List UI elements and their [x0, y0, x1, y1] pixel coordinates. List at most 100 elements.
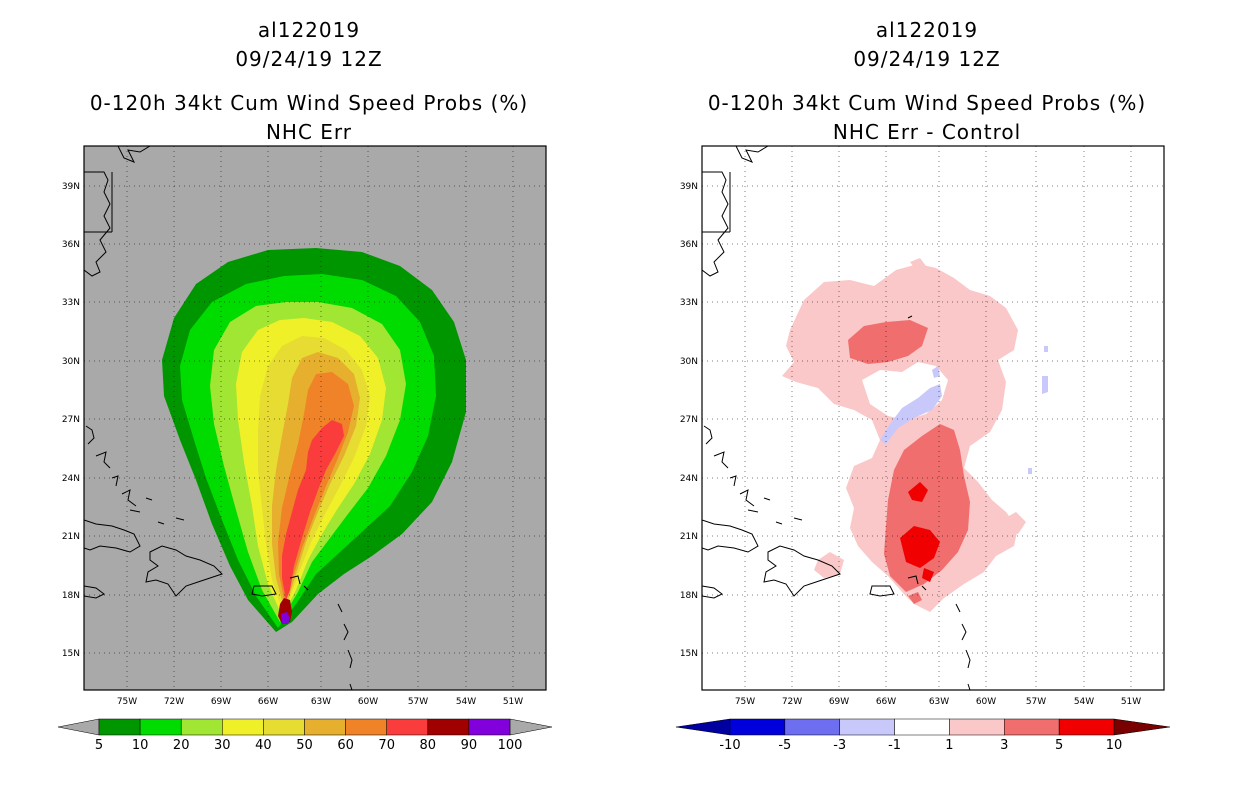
- right-map-svg: 39N 36N 33N 30N 27N 24N 21N 18N 15N 75W …: [675, 145, 1171, 753]
- coastline-icon: [84, 146, 353, 690]
- colorbar-label: 60: [337, 738, 354, 753]
- contour-90: [281, 612, 290, 624]
- colorbar-label: 100: [498, 738, 523, 753]
- lon-label: 60W: [976, 697, 996, 707]
- lat-label: 33N: [62, 298, 80, 308]
- colorbar-label: 10: [1106, 738, 1123, 753]
- colorbar-swatch: [427, 718, 470, 736]
- colorbar-swatch: [894, 718, 950, 736]
- lon-label: 63W: [929, 697, 949, 707]
- lon-label: 72W: [782, 697, 802, 707]
- colorbar-label: 50: [296, 738, 313, 753]
- lat-label: 18N: [680, 591, 698, 601]
- lat-label: 30N: [680, 357, 698, 367]
- lat-label: 15N: [62, 649, 80, 659]
- colorbar-label: -1: [888, 738, 901, 753]
- map-frame: [701, 145, 1165, 691]
- colorbar-swatch: [180, 718, 223, 736]
- colorbar-label: 30: [214, 738, 231, 753]
- colorbar-swatch: [839, 718, 895, 736]
- subtitle: NHC Err - Control: [832, 120, 1022, 144]
- datetime-title: 09/24/19 12Z: [235, 47, 383, 71]
- colorbar-swatch: [98, 718, 141, 736]
- colorbar-swatch: [1058, 718, 1115, 736]
- lat-label: 15N: [680, 649, 698, 659]
- lon-label: 54W: [1074, 697, 1094, 707]
- lon-label: 57W: [1026, 697, 1046, 707]
- right-map-panel: al122019 09/24/19 12Z 0-120h 34kt Cum Wi…: [618, 0, 1236, 800]
- colorbar-swatch: [263, 718, 305, 736]
- lon-axis-labels: 75W 72W 69W 66W 63W 60W 57W 54W 51W: [117, 697, 523, 707]
- contour-70: [282, 420, 344, 600]
- colorbar-label: 10: [132, 738, 149, 753]
- lat-label: 39N: [62, 182, 80, 192]
- product-title: 0-120h 34kt Cum Wind Speed Probs (%): [89, 91, 529, 115]
- diff-contour-neg1-neg3: [1028, 468, 1032, 474]
- lon-label: 66W: [876, 697, 896, 707]
- gridline-icon: [702, 146, 1164, 690]
- colorbar-label: 5: [95, 738, 103, 753]
- lat-label: 21N: [62, 532, 80, 542]
- colorbar-label: 20: [173, 738, 190, 753]
- colorbar-swatch: [304, 718, 346, 736]
- lon-label: 75W: [735, 697, 755, 707]
- lon-label: 54W: [456, 697, 476, 707]
- lon-label: 51W: [503, 697, 523, 707]
- lat-axis-labels: 39N 36N 33N 30N 27N 24N 21N 18N 15N: [62, 182, 80, 659]
- colorbar-label: -5: [778, 738, 791, 753]
- storm-id-title: al122019: [875, 18, 979, 42]
- left-map-panel: al122019 09/24/19 12Z 0-120h 34kt Cum Wi…: [57, 18, 553, 753]
- diff-contour-1-3: [1002, 512, 1026, 534]
- colorbar-label: -10: [719, 738, 740, 753]
- colorbar-swatch: [222, 718, 264, 736]
- lon-label: 75W: [117, 697, 137, 707]
- colorbar-swatch: [784, 718, 840, 736]
- lon-label: 69W: [211, 697, 231, 707]
- lat-label: 18N: [62, 591, 80, 601]
- colorbar-left: 5 10 20 30 40 50 60 70 80 90 100: [57, 718, 553, 753]
- diff-contour-5-10: [922, 568, 934, 582]
- colorbar-label: 70: [378, 738, 395, 753]
- lon-axis-labels: 75W 72W 69W 66W 63W 60W 57W 54W 51W: [735, 697, 1141, 707]
- lat-label: 24N: [62, 474, 80, 484]
- diff-contour-3-5: [848, 320, 928, 364]
- lat-label: 24N: [680, 474, 698, 484]
- difference-contours: [782, 258, 1048, 612]
- diff-contour-5-10: [900, 526, 940, 568]
- lat-label: 36N: [62, 240, 80, 250]
- lon-label: 57W: [408, 697, 428, 707]
- colorbar-swatch: [386, 718, 429, 736]
- diff-contour-3-5: [908, 592, 922, 604]
- lat-label: 39N: [680, 182, 698, 192]
- colorbar-swatch: [1004, 718, 1060, 736]
- diff-contour-neg1-neg3: [880, 384, 942, 444]
- diff-contour-neg1-neg3: [1042, 376, 1048, 394]
- colorbar-label: 80: [420, 738, 437, 753]
- colorbar-swatch: [139, 718, 182, 736]
- lat-label: 27N: [680, 415, 698, 425]
- diff-contour-1-3: [910, 258, 926, 270]
- lon-label: 63W: [311, 697, 331, 707]
- lat-label: 33N: [680, 298, 698, 308]
- product-title: 0-120h 34kt Cum Wind Speed Probs (%): [707, 91, 1147, 115]
- gridline-icon: [84, 146, 546, 690]
- lon-label: 66W: [258, 697, 278, 707]
- colorbar-label: -3: [833, 738, 846, 753]
- colorbar-right: -10 -5 -3 -1 1 3 5 10: [675, 718, 1171, 753]
- lat-label: 30N: [62, 357, 80, 367]
- datetime-title: 09/24/19 12Z: [853, 47, 1001, 71]
- left-map-svg: 39N 36N 33N 30N 27N 24N 21N 18N 15N 75W …: [57, 145, 553, 753]
- colorbar-swatch: [729, 718, 786, 736]
- lat-label: 27N: [62, 415, 80, 425]
- colorbar-end-triangle: [57, 718, 100, 736]
- coastline-icon: [702, 146, 971, 690]
- lat-axis-labels: 39N 36N 33N 30N 27N 24N 21N 18N 15N: [680, 182, 698, 659]
- lon-label: 51W: [1121, 697, 1141, 707]
- map-frame: [83, 145, 547, 691]
- diff-contour-neg1-neg3: [1044, 346, 1048, 352]
- colorbar-label: 40: [255, 738, 272, 753]
- colorbar-swatch: [345, 718, 387, 736]
- subtitle: NHC Err: [265, 120, 353, 144]
- colorbar-label: 3: [1000, 738, 1008, 753]
- lat-label: 36N: [680, 240, 698, 250]
